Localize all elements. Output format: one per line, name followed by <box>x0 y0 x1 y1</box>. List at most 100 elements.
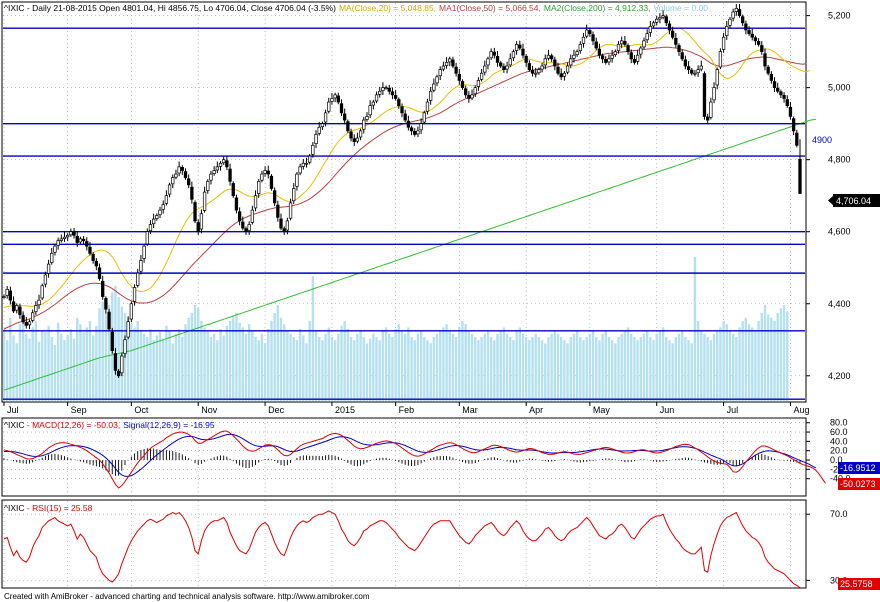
x-tick-label: Dec <box>268 405 285 415</box>
price-header-ma20: MA(Close,20) = 5,048.85, <box>339 3 436 13</box>
volume-bar <box>375 337 378 401</box>
volume-bar <box>499 330 502 401</box>
candle-body <box>225 160 229 168</box>
candle-body <box>247 224 251 231</box>
volume-bar <box>117 297 120 401</box>
candle-body <box>508 58 512 66</box>
volume-bar <box>381 330 385 401</box>
candle-body <box>21 315 25 323</box>
volume-bar <box>174 333 178 401</box>
volume-bar <box>652 340 655 401</box>
volume-bar <box>563 340 566 401</box>
candle-body <box>677 45 681 52</box>
volume-bar <box>747 324 751 401</box>
volume-bar <box>47 325 50 401</box>
volume-bar <box>397 324 401 401</box>
volume-bar <box>60 333 63 401</box>
candle-body <box>387 87 391 92</box>
candle-body <box>537 69 541 74</box>
volume-bar <box>607 337 611 401</box>
volume-bar <box>149 329 152 401</box>
candle-body <box>721 36 726 50</box>
volume-bar <box>480 337 483 401</box>
volume-bar <box>432 337 436 401</box>
volume-bar <box>668 340 671 401</box>
volume-bar <box>591 330 595 401</box>
price-header-ma50: MA1(Close,50) = 5,066.54, <box>439 3 541 13</box>
candle-body <box>441 65 446 70</box>
volume-bar <box>254 337 257 401</box>
x-tick-label: 2015 <box>335 405 355 415</box>
volume-bar <box>343 321 346 401</box>
candle-body <box>473 87 477 95</box>
rsi-grid <box>3 501 805 587</box>
candle-body <box>94 260 98 267</box>
volume-bar <box>18 324 22 401</box>
x-tick-label: Mar <box>462 405 478 415</box>
volume-bar <box>448 330 451 401</box>
candle-body <box>43 274 48 285</box>
volume-bar <box>244 333 248 401</box>
candle-body <box>190 186 194 200</box>
volume-bar <box>716 330 719 401</box>
volume-bar <box>184 324 187 401</box>
candle-body <box>129 303 134 320</box>
candle-body <box>489 51 493 59</box>
volume-bar <box>560 337 563 401</box>
candle-body <box>769 73 773 81</box>
candle-body <box>151 218 156 225</box>
volume-bar <box>547 337 550 401</box>
volume-bar <box>614 343 617 401</box>
volume-bar <box>782 305 786 401</box>
candle-body <box>476 80 481 87</box>
volume-bar <box>146 337 149 401</box>
volume-bar <box>101 301 104 401</box>
candle-body <box>250 209 255 223</box>
volume-bar <box>91 335 95 401</box>
candle-body <box>425 101 430 112</box>
volume-bar <box>709 340 713 401</box>
candle-body <box>464 88 468 96</box>
candle-body <box>266 170 270 175</box>
candle-body <box>712 87 716 101</box>
volume-bar <box>512 340 515 401</box>
candle-body <box>667 23 672 31</box>
volume-bar <box>340 325 343 401</box>
candle-body <box>343 113 347 121</box>
volume-bar <box>133 327 136 401</box>
candle-body <box>429 90 433 101</box>
candle-body <box>438 69 442 77</box>
time-axis: Jul Sep Oct Nov Dec 2015 Feb Mar Apr May Jun Jul Aug <box>3 402 809 415</box>
candle-body <box>502 66 506 70</box>
candle-body <box>31 312 35 321</box>
volume-bar <box>439 330 442 401</box>
volume-bar <box>636 340 639 401</box>
candle-body <box>409 127 414 132</box>
candle-body <box>702 73 707 117</box>
candle-body <box>629 52 633 60</box>
candle-body <box>674 37 678 45</box>
candle-body <box>613 51 617 56</box>
volume-bar <box>391 337 394 401</box>
x-tick-label: Sep <box>71 405 87 415</box>
macd-signal-box <box>838 462 880 474</box>
candle-body <box>88 246 92 254</box>
candle-body <box>559 73 563 78</box>
volume-bar <box>28 338 31 401</box>
candle-body <box>311 144 315 155</box>
candle-body <box>741 16 745 24</box>
candle-body <box>655 18 659 23</box>
candle-body <box>285 220 290 231</box>
volume-bar <box>534 333 537 401</box>
volume-bar <box>693 257 697 401</box>
volume-bar <box>544 343 547 401</box>
volume-bar <box>56 322 60 401</box>
candle-body <box>706 116 710 121</box>
volume-bar <box>152 340 155 401</box>
volume-bar <box>5 340 9 401</box>
volume-bar <box>566 343 569 401</box>
macd-tick-label: 60.0 <box>830 427 848 437</box>
candle-body <box>308 155 312 163</box>
candle-body <box>499 62 503 67</box>
